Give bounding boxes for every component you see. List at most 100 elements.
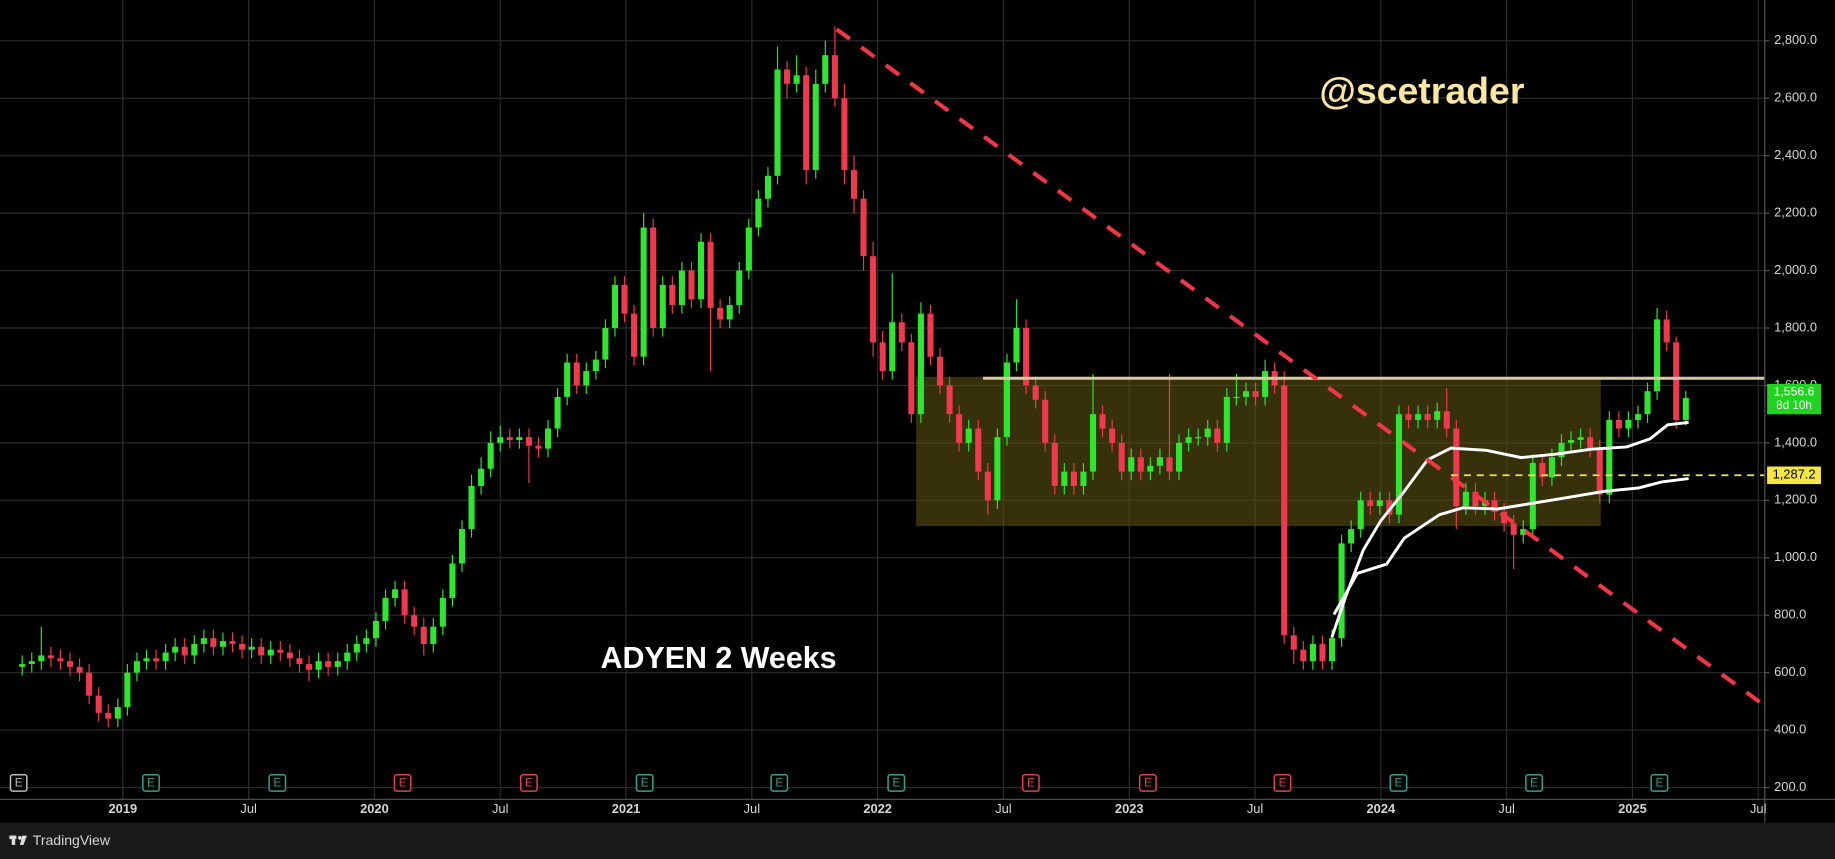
x-tick-label: 2022	[863, 801, 892, 816]
candle-body	[19, 664, 26, 667]
x-tick-label: Jul	[240, 801, 256, 816]
candle-body	[1472, 491, 1479, 507]
candle-body	[1328, 638, 1336, 662]
candle-body	[1147, 465, 1154, 472]
candle-body	[57, 658, 64, 662]
candle-body	[984, 471, 991, 501]
candle-body	[1185, 437, 1192, 443]
candle-body	[736, 270, 743, 306]
candle-body	[1510, 523, 1517, 535]
candle-body	[611, 284, 619, 328]
candle-body	[430, 626, 437, 644]
candle-body	[229, 641, 236, 644]
candle-body	[1195, 437, 1202, 439]
candle-body	[172, 646, 179, 653]
axes: 200.0 400.0 600.0 800.0 1,000.0 1,200.0 1,400.…	[0, 0, 1835, 823]
candle-body	[1491, 500, 1498, 512]
candle-body	[143, 658, 150, 662]
candle-body	[1070, 471, 1077, 486]
x-tick-label: Jul	[744, 801, 760, 816]
candle-body	[1023, 327, 1030, 386]
candle-body	[353, 643, 360, 653]
candle-body	[1233, 396, 1240, 399]
candle-body	[1663, 319, 1670, 343]
candle-body	[1242, 391, 1250, 397]
footer	[0, 822, 1835, 859]
candle-body	[1042, 399, 1049, 443]
candle-body	[1338, 543, 1345, 639]
candle-body	[28, 661, 35, 665]
candle-body	[411, 615, 418, 627]
candle-body	[1176, 442, 1183, 472]
candle-body	[1654, 319, 1661, 392]
candle-body	[1319, 643, 1326, 662]
x-tick-label: Jul	[1750, 801, 1766, 816]
candle-body	[1367, 500, 1374, 507]
candle-body	[191, 643, 198, 656]
x-tick-label: 2019	[109, 801, 138, 816]
candle-body	[124, 672, 131, 708]
x-tick-label: 2025	[1618, 801, 1647, 816]
event-marker	[1650, 773, 1669, 792]
candle-body	[908, 342, 915, 415]
moving-average	[1330, 421, 1689, 639]
candle-body	[344, 652, 351, 662]
candle-body	[401, 589, 408, 616]
event-label: E	[1279, 777, 1287, 790]
candle-body	[1118, 442, 1125, 472]
event-marker	[142, 773, 160, 792]
candle-body	[382, 597, 389, 621]
chart-title: ADYEN 2 Weeks	[601, 641, 837, 675]
candle-body	[210, 638, 217, 647]
candle-body	[1634, 414, 1642, 420]
event-marker	[770, 773, 789, 792]
candle-body	[621, 284, 628, 314]
candle-body	[1539, 462, 1546, 478]
candle-body	[956, 414, 963, 443]
plot-area	[19, 26, 1765, 728]
countdown-label: 8d 10h	[1776, 399, 1812, 412]
candle-body	[1596, 448, 1603, 495]
x-tick-label: 2021	[612, 801, 641, 816]
candle-body	[1013, 327, 1020, 363]
candle-body	[745, 227, 752, 271]
candle-body	[1281, 385, 1288, 636]
candle-body	[114, 707, 121, 719]
candle-body	[47, 655, 54, 659]
candle-body	[602, 327, 609, 360]
candle-body	[1204, 428, 1211, 438]
x-tick-label: 2023	[1115, 801, 1144, 816]
event-label: E	[1027, 777, 1035, 790]
candle-body	[1080, 471, 1087, 486]
candle-body	[1587, 437, 1594, 449]
candle-body	[717, 307, 724, 320]
candle-body	[688, 270, 695, 300]
candle-body	[927, 313, 934, 357]
candle-body	[1262, 371, 1269, 397]
trendline	[835, 27, 1765, 708]
candle-body	[965, 428, 972, 443]
y-tick-label: 600.0	[1774, 664, 1806, 679]
y-tick-label: 1,400.0	[1774, 434, 1817, 449]
candle-body	[994, 437, 1001, 501]
candle-body	[315, 661, 322, 670]
y-tick-label: 800.0	[1774, 607, 1806, 622]
candle-body	[363, 638, 370, 644]
candle-body	[86, 672, 93, 696]
candle-body	[669, 284, 676, 306]
candle-body	[487, 442, 494, 469]
candle-body	[1348, 529, 1355, 544]
candle-body	[267, 649, 274, 656]
candle-body	[1415, 414, 1422, 420]
candle-body	[1290, 635, 1297, 650]
event-marker	[9, 773, 28, 792]
event-marker	[393, 773, 412, 792]
y-tick-label: 2,400.0	[1774, 147, 1817, 162]
event-marker	[887, 773, 906, 792]
candle-body	[239, 643, 246, 650]
candle-body	[525, 437, 532, 446]
candle-body	[200, 638, 207, 644]
candle-body	[1109, 428, 1116, 443]
